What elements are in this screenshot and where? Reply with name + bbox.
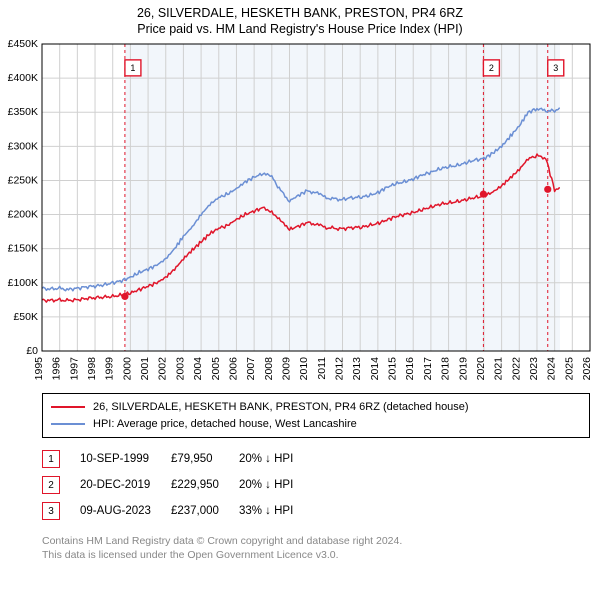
title-address: 26, SILVERDALE, HESKETH BANK, PRESTON, P…: [0, 6, 600, 20]
marker-box: 3: [42, 502, 60, 520]
svg-text:2000: 2000: [121, 357, 133, 381]
svg-text:2023: 2023: [528, 357, 540, 381]
svg-text:2018: 2018: [440, 357, 452, 381]
svg-text:2006: 2006: [227, 357, 239, 381]
legend-row: HPI: Average price, detached house, West…: [51, 416, 581, 433]
svg-text:£50K: £50K: [13, 311, 38, 323]
svg-text:2015: 2015: [387, 357, 399, 381]
svg-text:2025: 2025: [563, 357, 575, 381]
txn-price: £229,950: [171, 472, 239, 498]
svg-text:2024: 2024: [546, 357, 558, 381]
txn-delta: 20% ↓ HPI: [239, 446, 313, 472]
svg-text:2008: 2008: [263, 357, 275, 381]
txn-delta: 20% ↓ HPI: [239, 472, 313, 498]
svg-text:2022: 2022: [510, 357, 522, 381]
svg-text:1: 1: [130, 63, 135, 73]
svg-text:2014: 2014: [369, 357, 381, 381]
legend-row: 26, SILVERDALE, HESKETH BANK, PRESTON, P…: [51, 399, 581, 416]
svg-text:2020: 2020: [475, 357, 487, 381]
svg-text:2002: 2002: [157, 357, 169, 381]
marker-box: 2: [42, 476, 60, 494]
svg-text:2004: 2004: [192, 357, 204, 381]
txn-price: £79,950: [171, 446, 239, 472]
svg-text:£450K: £450K: [8, 40, 38, 50]
legend-label: HPI: Average price, detached house, West…: [93, 416, 357, 433]
transactions-table: 1 10-SEP-1999£79,95020% ↓ HPI 2 20-DEC-2019…: [42, 446, 313, 524]
svg-text:2026: 2026: [581, 357, 593, 381]
attribution-line-2: This data is licensed under the Open Gov…: [42, 548, 590, 562]
svg-text:1996: 1996: [51, 357, 63, 381]
svg-text:2003: 2003: [174, 357, 186, 381]
svg-text:2012: 2012: [334, 357, 346, 381]
svg-text:£150K: £150K: [8, 243, 38, 255]
txn-price: £237,000: [171, 498, 239, 524]
line-chart: £0 £50K £100K £150K £200K £250K £300K £350K £400…: [0, 40, 600, 385]
svg-text:2: 2: [489, 63, 494, 73]
txn-delta: 33% ↓ HPI: [239, 498, 313, 524]
svg-text:2017: 2017: [422, 357, 434, 381]
svg-text:£250K: £250K: [8, 174, 38, 186]
table-row: 2 20-DEC-2019£229,95020% ↓ HPI: [42, 472, 313, 498]
svg-text:2016: 2016: [404, 357, 416, 381]
attribution: Contains HM Land Registry data © Crown c…: [42, 534, 590, 570]
marker-box: 1: [42, 450, 60, 468]
svg-text:2009: 2009: [280, 357, 292, 381]
svg-text:1998: 1998: [86, 357, 98, 381]
table-row: 1 10-SEP-1999£79,95020% ↓ HPI: [42, 446, 313, 472]
svg-text:£200K: £200K: [8, 209, 38, 221]
legend: 26, SILVERDALE, HESKETH BANK, PRESTON, P…: [42, 393, 590, 438]
txn-date: 10-SEP-1999: [80, 446, 171, 472]
svg-text:1997: 1997: [68, 357, 80, 381]
svg-text:2005: 2005: [210, 357, 222, 381]
legend-label: 26, SILVERDALE, HESKETH BANK, PRESTON, P…: [93, 399, 469, 416]
legend-swatch: [51, 406, 85, 408]
attribution-line-1: Contains HM Land Registry data © Crown c…: [42, 534, 590, 548]
svg-text:2011: 2011: [316, 357, 328, 380]
svg-text:1999: 1999: [104, 357, 116, 381]
chart-area: £0 £50K £100K £150K £200K £250K £300K £350K £400…: [0, 40, 600, 385]
title-subtitle: Price paid vs. HM Land Registry's House …: [0, 22, 600, 36]
svg-text:2019: 2019: [457, 357, 469, 381]
svg-text:£300K: £300K: [8, 140, 38, 152]
svg-text:2010: 2010: [298, 357, 310, 381]
txn-date: 09-AUG-2023: [80, 498, 171, 524]
svg-text:2007: 2007: [245, 357, 257, 381]
svg-text:1995: 1995: [33, 357, 45, 381]
svg-text:3: 3: [553, 63, 558, 73]
chart-titles: 26, SILVERDALE, HESKETH BANK, PRESTON, P…: [0, 0, 600, 40]
svg-text:2013: 2013: [351, 357, 363, 381]
svg-text:£100K: £100K: [8, 277, 38, 289]
svg-text:£350K: £350K: [8, 106, 38, 118]
svg-text:£0: £0: [26, 345, 38, 357]
svg-text:2021: 2021: [493, 357, 505, 381]
txn-date: 20-DEC-2019: [80, 472, 171, 498]
legend-swatch: [51, 423, 85, 425]
svg-text:£400K: £400K: [8, 72, 38, 84]
svg-text:2001: 2001: [139, 357, 151, 381]
table-row: 3 09-AUG-2023£237,00033% ↓ HPI: [42, 498, 313, 524]
